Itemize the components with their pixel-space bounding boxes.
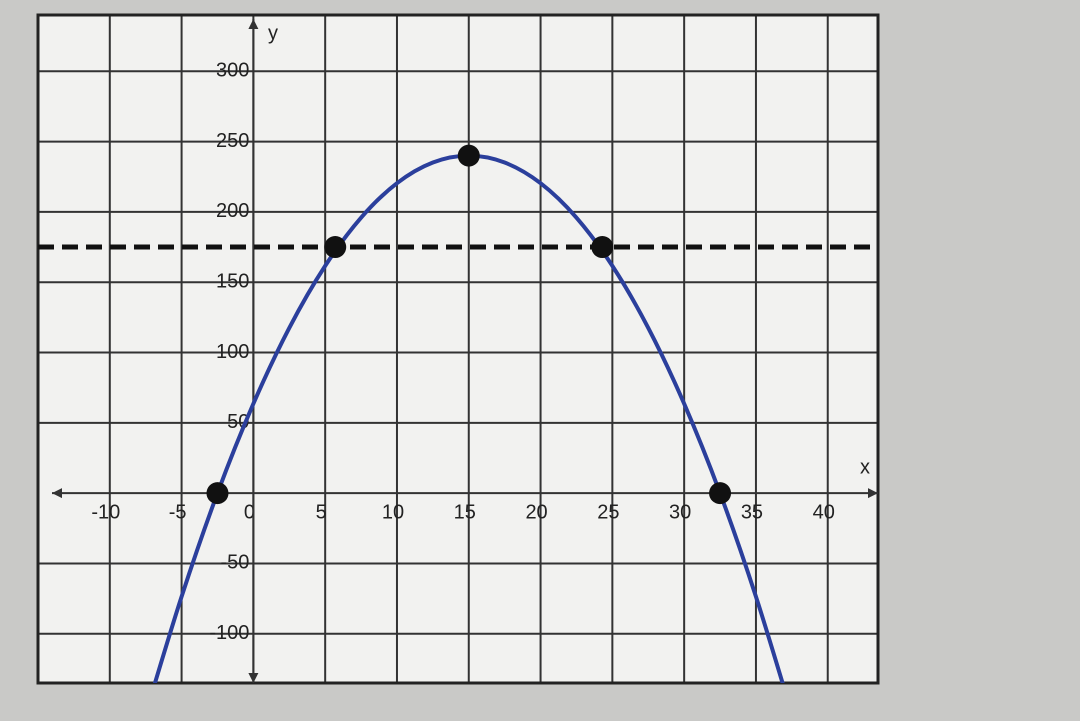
x-tick-label: 20	[525, 501, 547, 523]
point	[324, 236, 347, 259]
y-tick-label: 300	[216, 60, 249, 82]
point	[206, 482, 229, 505]
x-tick-label: 40	[813, 501, 835, 523]
y-tick-label: -100	[209, 622, 249, 644]
x-tick-label: 35	[741, 501, 763, 523]
plot-border	[36, 13, 880, 685]
point	[591, 236, 614, 259]
y-tick-label: 250	[216, 130, 249, 152]
y-tick-label: -50	[220, 552, 249, 574]
x-tick-label: 25	[597, 501, 619, 523]
point	[457, 144, 480, 167]
x-tick-label: 5	[316, 501, 327, 523]
x-axis-label: x	[860, 456, 870, 478]
x-tick-label: 10	[382, 501, 404, 523]
plot-area	[38, 15, 878, 683]
y-axis-label: y	[268, 22, 278, 44]
y-tick-label: 150	[216, 270, 249, 292]
y-tick-label: 200	[216, 200, 249, 222]
y-tick-label: 100	[216, 341, 249, 363]
x-tick-label: -5	[169, 501, 187, 523]
x-tick-label: 15	[454, 501, 476, 523]
point	[709, 482, 732, 505]
x-tick-label: -10	[91, 501, 120, 523]
x-tick-label: 30	[669, 501, 691, 523]
x-tick-label: 0	[244, 501, 255, 523]
